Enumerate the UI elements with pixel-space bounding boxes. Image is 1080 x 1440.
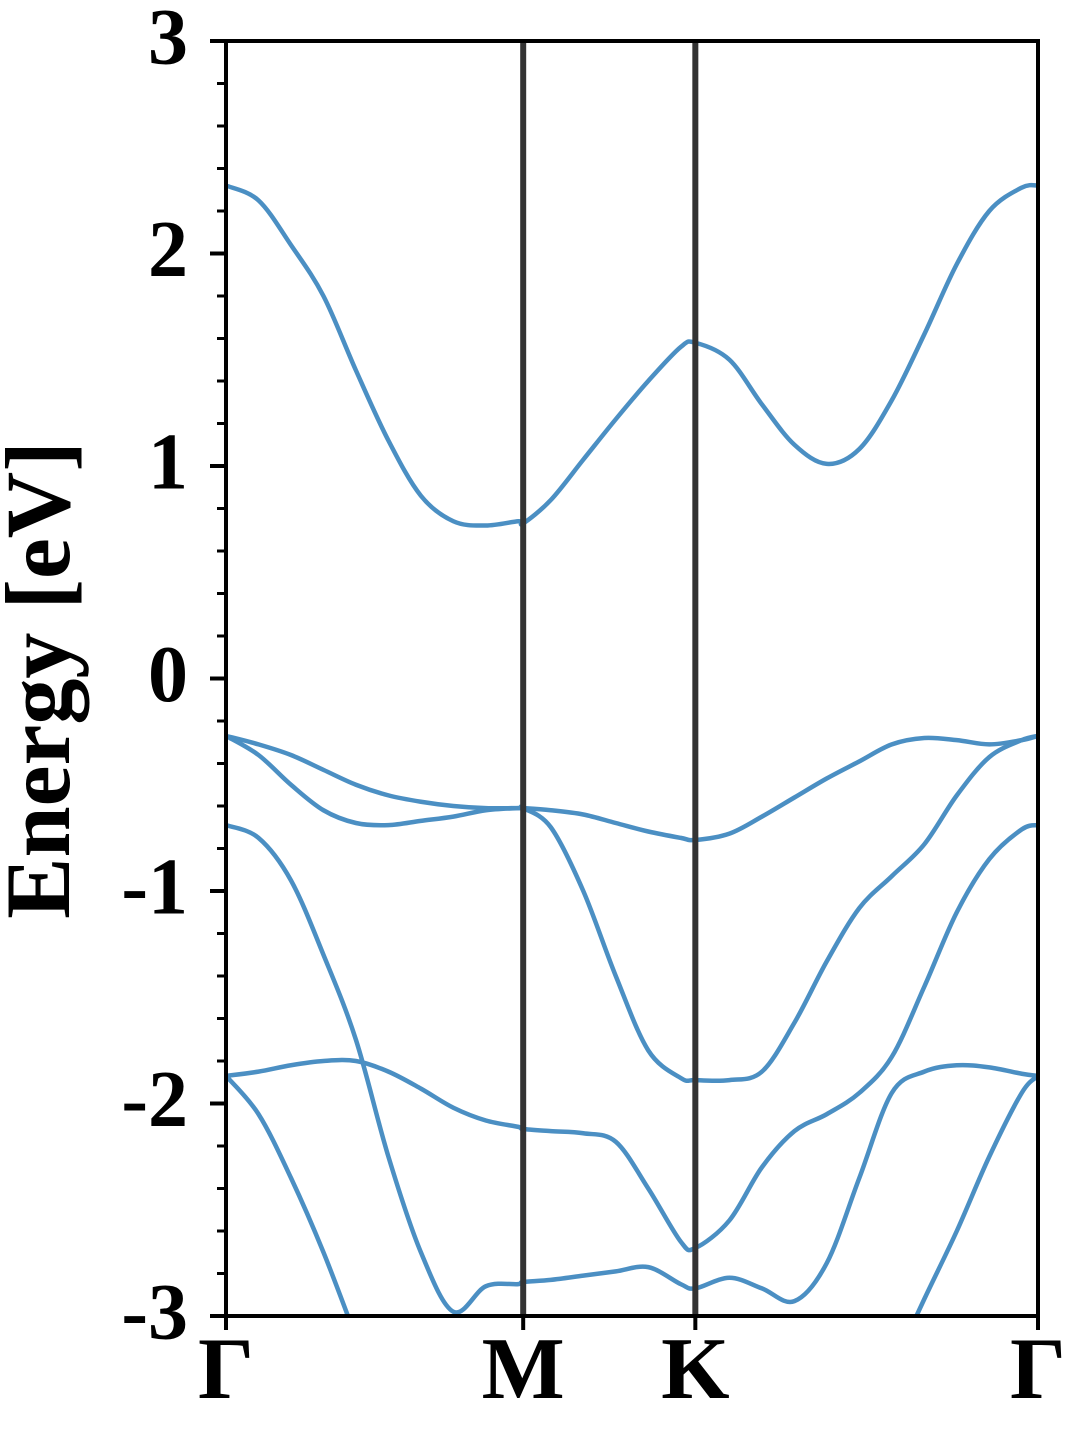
- band-line: [226, 1074, 1038, 1316]
- band-line: [226, 822, 1038, 1315]
- y-tick-label: 0: [148, 631, 188, 719]
- band-line: [226, 733, 1038, 1084]
- plot-frame: [224, 39, 1040, 1318]
- x-tick-label: Γ: [1010, 1321, 1066, 1418]
- x-tick-label: Γ: [198, 1321, 254, 1418]
- y-tick-label: 2: [148, 206, 188, 294]
- x-tick-label: M: [482, 1321, 565, 1418]
- band-line: [226, 182, 1038, 528]
- plot-area: [226, 182, 1038, 1316]
- y-tick-label: 1: [148, 418, 188, 506]
- band-line: [226, 733, 1038, 843]
- y-tick-label: -3: [121, 1268, 188, 1356]
- y-tick-label: -2: [121, 1056, 188, 1144]
- y-tick-label: -1: [121, 843, 188, 931]
- y-axis-label: Energy [eV]: [0, 441, 89, 919]
- y-tick-label: 3: [148, 0, 188, 81]
- x-tick-label: K: [661, 1321, 729, 1418]
- band-line: [226, 822, 1038, 1253]
